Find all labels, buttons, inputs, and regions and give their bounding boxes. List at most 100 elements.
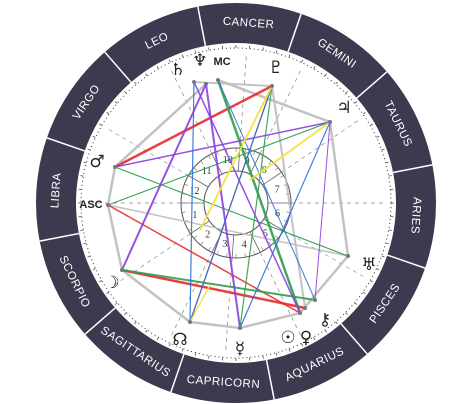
house-number: 12 [189,186,199,197]
house-cusp [231,234,235,258]
tick [208,247,211,251]
aspect-node [216,78,220,82]
sign-divider [46,137,85,152]
planet-glyph: ♀ [300,328,312,348]
tick [134,81,137,85]
aspect-node [192,80,196,84]
tick [244,148,246,153]
aspect-line [205,83,241,329]
aspect-line [249,121,331,181]
tick [123,312,127,316]
planet-glyph: ⚷ [319,310,331,330]
tick [275,352,278,356]
sign-divider [340,323,368,355]
house-cusp [190,220,210,235]
aspect-node [188,320,192,324]
tick [313,65,316,69]
sign-label: ARIES [408,197,423,235]
house-number: 1 [192,210,197,221]
tick [345,90,349,94]
planet-glyph: ☉ [280,328,295,348]
tick [208,155,211,159]
tick [324,73,327,77]
tick [181,54,184,58]
tick [208,47,210,51]
tick [376,268,380,271]
tick [268,241,272,246]
aspect-node [328,120,332,124]
tick [354,101,358,104]
house-cusp [262,171,282,186]
aspect-line [217,79,316,301]
tick [156,65,159,69]
tick [324,329,327,333]
tick [253,151,256,156]
tick [87,148,91,151]
sign-divider [265,359,275,400]
tick [370,123,374,126]
sign-divider [356,71,388,99]
planet-glyph: ♇ [268,58,283,78]
planet-glyph: ☽ [104,273,119,293]
tick [244,253,246,258]
house-number: 2 [205,230,210,241]
aspect-line [239,311,301,330]
dotted-circle [80,47,392,359]
sign-divider [197,6,207,47]
tick [106,112,110,115]
tick [145,329,148,333]
sign-label: CANCER [222,16,274,32]
tick [194,50,197,54]
aspect-node [303,306,307,310]
tick [114,302,118,305]
tick [388,229,392,231]
tick [301,59,304,63]
tick [381,255,385,258]
aspect-line [107,121,331,206]
aspect-node [346,254,350,258]
tick [145,73,148,77]
house-number: 3 [222,239,227,250]
tick [216,151,219,156]
tick [275,50,278,54]
tick [200,241,204,246]
aspect-line [106,204,124,271]
tick [106,291,110,294]
house-number: 5 [263,229,268,240]
planet-glyph: ♃ [336,98,351,118]
tick [362,112,366,115]
aspect-line [189,284,211,323]
tick [301,343,304,347]
aspect-line [107,204,301,314]
planet-glyph: ♆ [192,51,207,71]
tick [362,291,366,294]
sign-divider [84,307,116,335]
tick [274,167,279,171]
tick [208,355,210,359]
tick [87,255,91,258]
tick [335,321,338,325]
sign-label: LIBRA [49,172,63,209]
tick [253,250,256,255]
house-number: 11 [202,166,212,177]
aspect-node [120,268,124,272]
sign-divider [392,164,433,174]
sign-divider [387,254,426,269]
tick [262,355,264,359]
aspect-line [121,268,306,310]
aspect-line [199,85,273,231]
tick [226,253,228,258]
aspect-node [238,326,242,330]
aspect-line [114,166,349,257]
tick [262,47,264,51]
tick [193,235,198,239]
planet-glyph: ☿ [235,339,245,359]
tick [280,175,284,178]
aspect-line [121,269,316,301]
tick [345,312,349,316]
aspect-line [121,269,191,323]
planet-glyph: ♄ [170,60,185,80]
tick [385,161,389,164]
aspect-line [239,85,273,329]
